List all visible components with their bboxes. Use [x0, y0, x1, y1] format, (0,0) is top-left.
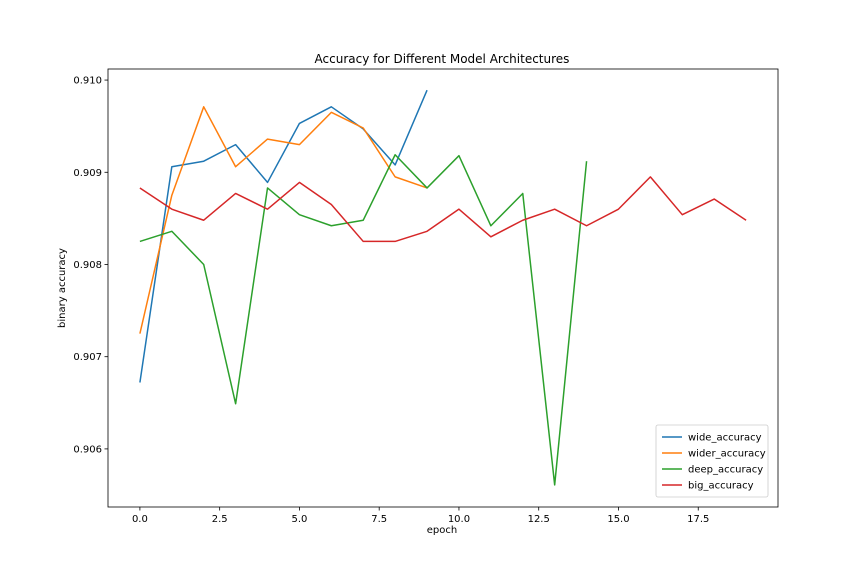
legend-entry-label: wide_accuracy — [688, 433, 762, 444]
legend-entry-label: deep_accuracy — [688, 465, 763, 476]
y-tick-label: 0.907 — [73, 352, 102, 363]
wide-accuracy-line — [139, 89, 428, 383]
x-tick-label: 0.0 — [132, 514, 148, 525]
x-tick-label: 12.5 — [528, 514, 550, 525]
y-tick-label: 0.906 — [73, 444, 102, 455]
x-tick-label: 2.5 — [212, 514, 228, 525]
x-tick-label: 7.5 — [371, 514, 387, 525]
y-tick-label: 0.910 — [73, 76, 102, 87]
axes-frame — [107, 68, 779, 508]
y-tick-label: 0.908 — [73, 260, 102, 271]
series-layer — [139, 89, 747, 486]
x-axis-ticks: 0.0 2.5 5.0 7.5 10.0 12.5 15.0 17.5 — [132, 507, 709, 525]
deep-accuracy-line — [139, 154, 588, 486]
x-tick-label: 15.0 — [607, 514, 629, 525]
legend-box — [655, 424, 769, 498]
y-axis-ticks: 0.906 0.907 0.908 0.909 0.910 — [73, 76, 108, 455]
y-tick-label: 0.909 — [73, 168, 102, 179]
wider-accuracy-line — [139, 106, 428, 334]
x-tick-label: 17.5 — [687, 514, 709, 525]
x-tick-label: 5.0 — [291, 514, 307, 525]
big-accuracy-line — [139, 176, 747, 243]
legend-entry-label: big_accuracy — [688, 481, 754, 492]
legend: wide_accuracy wider_accuracy deep_accuracy… — [655, 424, 769, 498]
x-axis-label: epoch — [427, 525, 457, 536]
chart-title: Accuracy for Different Model Architectur… — [315, 52, 570, 66]
y-axis-label: binary accuracy — [57, 248, 68, 328]
legend-entry-label: wider_accuracy — [688, 449, 766, 460]
x-tick-label: 10.0 — [448, 514, 470, 525]
